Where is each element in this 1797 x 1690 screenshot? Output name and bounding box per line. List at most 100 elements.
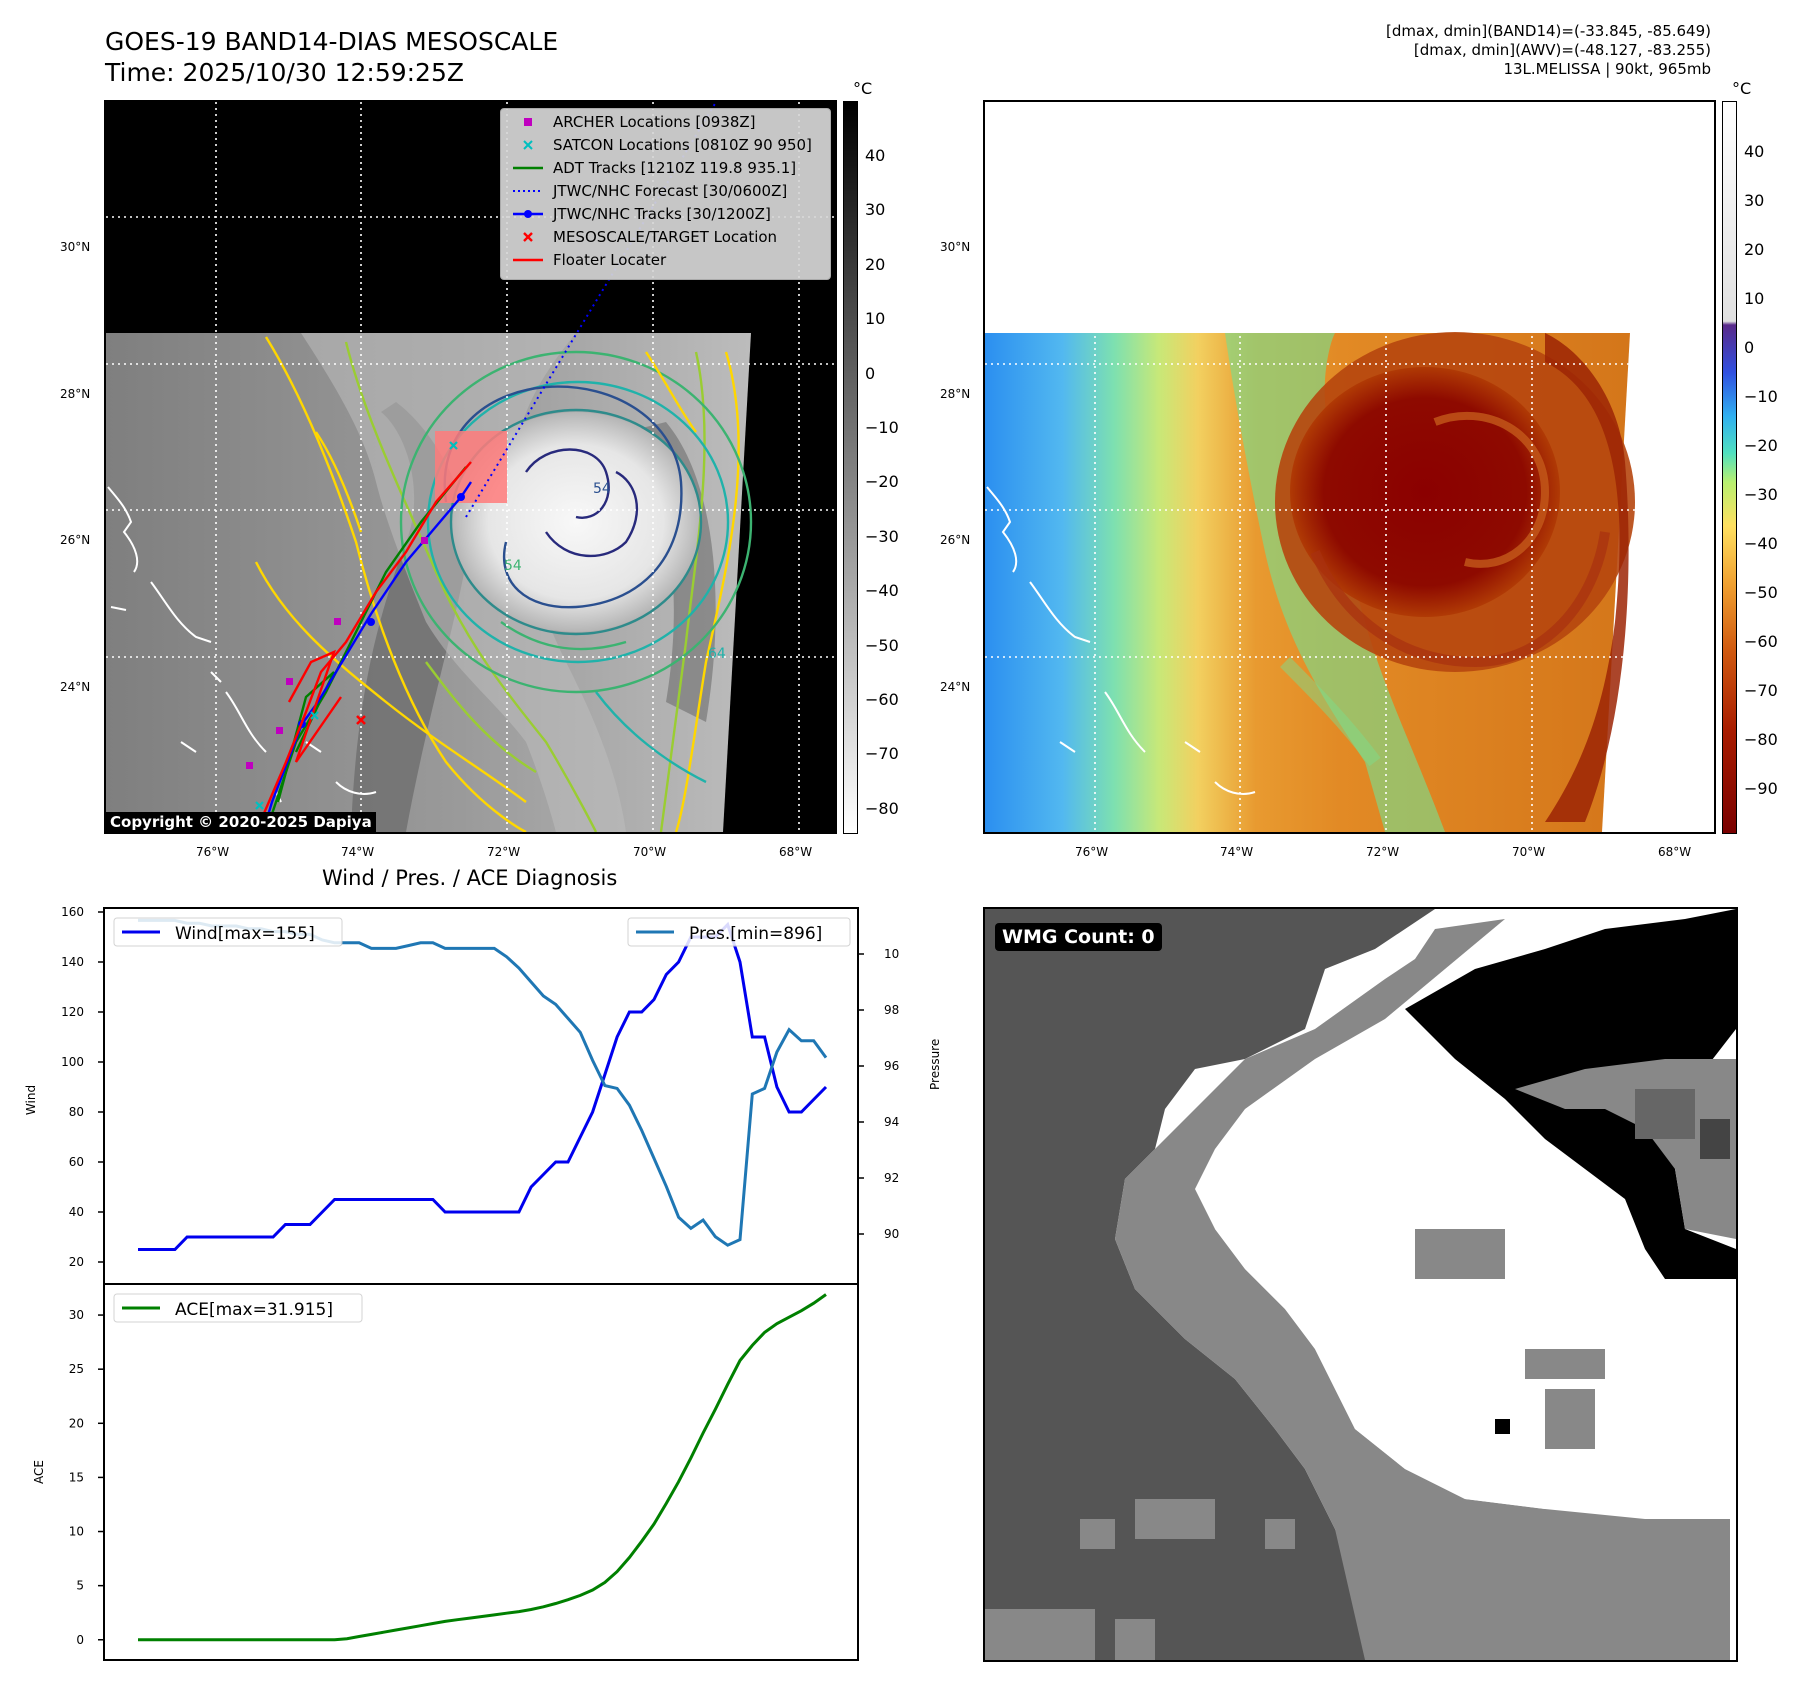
colorbar-tick-label: −80 bbox=[865, 798, 899, 818]
colorbar-tick-label: −30 bbox=[865, 526, 899, 546]
axis-tick-label: 980 bbox=[884, 1003, 900, 1017]
wind-plot-frame bbox=[103, 907, 859, 1285]
wind-axis-label: Wind bbox=[24, 1085, 38, 1115]
target-x-icon bbox=[523, 232, 533, 242]
forecast-dotted-line-icon bbox=[513, 190, 543, 192]
floater-locater bbox=[254, 461, 472, 832]
legend-label: JTWC/NHC Tracks [30/1200Z] bbox=[553, 205, 771, 223]
lat-label: 28°N bbox=[60, 387, 91, 401]
axis-tick-label: 940 bbox=[884, 1115, 900, 1129]
ace-legend-label: ACE[max=31.915] bbox=[175, 1300, 333, 1320]
satcon-markers bbox=[255, 441, 458, 810]
colorbar-tick-label: −60 bbox=[1744, 632, 1778, 651]
lon-label: 68°W bbox=[779, 845, 813, 859]
lon-label: 74°W bbox=[341, 845, 375, 859]
wind-axis: 160 140 120 100 80 60 40 20 bbox=[61, 905, 104, 1269]
axis-tick-label: 20 bbox=[69, 1255, 84, 1269]
pres-legend-label: Pres.[min=896] bbox=[689, 924, 822, 944]
axis-tick-label: 160 bbox=[61, 905, 84, 919]
legend-label: ADT Tracks [1210Z 119.8 935.1] bbox=[553, 159, 797, 177]
awv-colorbar bbox=[1722, 101, 1737, 834]
legend-label: ARCHER Locations [0938Z] bbox=[553, 113, 756, 131]
axis-tick-label: 40 bbox=[69, 1205, 84, 1219]
ace-axis: 30 25 20 15 10 5 0 bbox=[69, 1308, 104, 1647]
colorbar-tick-label: −20 bbox=[865, 472, 899, 492]
legend-item: SATCON Locations [0810Z 90 950] bbox=[513, 135, 812, 155]
lon-label: 70°W bbox=[1512, 845, 1546, 859]
legend-label: JTWC/NHC Forecast [30/0600Z] bbox=[553, 182, 788, 200]
pres-legend: Pres.[min=896] bbox=[627, 917, 851, 947]
colorbar-tick-label: −10 bbox=[1744, 387, 1778, 406]
info-line2: [dmax, dmin](AWV)=(-48.127, -83.255) bbox=[1413, 41, 1711, 59]
diag-title: Wind / Pres. / ACE Diagnosis bbox=[322, 866, 618, 890]
axis-tick-label: 140 bbox=[61, 955, 84, 969]
contour-label: 54 bbox=[504, 558, 522, 574]
legend-item: MESOSCALE/TARGET Location bbox=[513, 227, 777, 247]
lon-label: 72°W bbox=[1366, 845, 1400, 859]
ir-contours bbox=[254, 336, 753, 832]
colorbar-tick-label: −70 bbox=[865, 744, 899, 764]
colorbar-tick-label: 0 bbox=[1744, 338, 1755, 357]
ace-axis-label: ACE bbox=[32, 1460, 46, 1484]
chart-title: GOES-19 BAND14-DIAS MESOSCALE Time: 2025… bbox=[105, 26, 558, 88]
colorbar-tick-label: −30 bbox=[1744, 485, 1778, 504]
floater-line-icon bbox=[513, 258, 543, 262]
coastline bbox=[986, 486, 1256, 795]
title-line1: GOES-19 BAND14-DIAS MESOSCALE bbox=[105, 27, 559, 56]
wmg-image bbox=[985, 909, 1736, 1660]
colorbar-tick-label: 30 bbox=[1744, 191, 1765, 210]
title-line2: Time: 2025/10/30 12:59:25Z bbox=[105, 58, 464, 87]
track-line-dot-icon bbox=[513, 210, 543, 218]
legend-label: MESOSCALE/TARGET Location bbox=[553, 228, 778, 246]
pres-axis: 1000 980 960 940 920 900 bbox=[858, 947, 900, 1241]
wmg-panel: WMG Count: 0 bbox=[983, 907, 1738, 1662]
lat-label: 26°N bbox=[60, 533, 91, 547]
awv-map-image bbox=[985, 102, 1714, 832]
archer-square-icon bbox=[524, 118, 532, 126]
pres-axis-label-text: Pressure bbox=[928, 1038, 942, 1090]
lat-label: 26°N bbox=[940, 533, 971, 547]
axis-tick-label: 15 bbox=[69, 1470, 84, 1484]
archer-markers bbox=[246, 537, 428, 769]
target-marker bbox=[356, 715, 366, 725]
awv-colorbar-unit: °C bbox=[1732, 79, 1752, 98]
colorbar-tick-label: 10 bbox=[1744, 289, 1765, 308]
axis-tick-label: 920 bbox=[884, 1171, 900, 1185]
colorbar-tick-label: 10 bbox=[865, 309, 886, 329]
lat-label: 28°N bbox=[940, 387, 971, 401]
colorbar-tick-label: −90 bbox=[1744, 779, 1778, 798]
lon-label: 70°W bbox=[633, 845, 667, 859]
contour-label: 54 bbox=[593, 481, 611, 497]
legend-item: ADT Tracks [1210Z 119.8 935.1] bbox=[513, 158, 796, 178]
axis-tick-label: 80 bbox=[69, 1105, 84, 1119]
lat-label: 24°N bbox=[60, 680, 91, 694]
ir-map-panel: 54 64 54 bbox=[104, 100, 837, 834]
legend-item: JTWC/NHC Forecast [30/0600Z] bbox=[513, 181, 787, 201]
colorbar-tick-label: 40 bbox=[865, 146, 886, 165]
axis-tick-label: 0 bbox=[76, 1633, 84, 1647]
colorbar-tick-label: −50 bbox=[865, 635, 899, 655]
info-line3: 13L.MELISSA | 90kt, 965mb bbox=[1503, 60, 1711, 78]
colorbar-tick-label: 0 bbox=[865, 363, 876, 383]
wind-legend: Wind[max=155] bbox=[113, 917, 343, 947]
ir-legend: ARCHER Locations [0938Z] SATCON Location… bbox=[500, 108, 831, 280]
grid-lines bbox=[985, 102, 1714, 832]
lon-label: 76°W bbox=[1075, 845, 1109, 859]
info-block: [dmax, dmin](BAND14)=(-33.845, -85.649) … bbox=[1386, 22, 1711, 79]
contour-label: 64 bbox=[708, 646, 726, 662]
axis-tick-label: 10 bbox=[69, 1525, 84, 1539]
colorbar-tick-label: 20 bbox=[1744, 240, 1765, 259]
colorbar-tick-label: −50 bbox=[1744, 583, 1778, 602]
lat-label: 24°N bbox=[940, 680, 971, 694]
wmg-count-label: WMG Count: 0 bbox=[995, 923, 1162, 951]
ace-legend: ACE[max=31.915] bbox=[113, 1293, 363, 1323]
ace-plot-frame bbox=[103, 1283, 859, 1661]
axis-tick-label: 30 bbox=[69, 1308, 84, 1322]
axis-tick-label: 900 bbox=[884, 1227, 900, 1241]
ir-colorbar bbox=[843, 101, 858, 834]
wind-legend-label: Wind[max=155] bbox=[175, 924, 315, 944]
axis-tick-label: 60 bbox=[69, 1155, 84, 1169]
colorbar-tick-label: −10 bbox=[865, 418, 899, 437]
ace-series-line bbox=[138, 1293, 827, 1642]
